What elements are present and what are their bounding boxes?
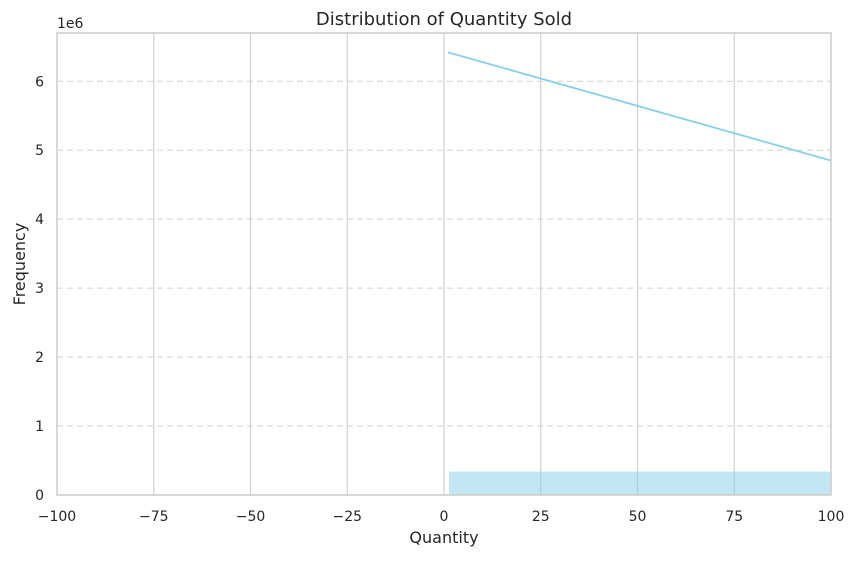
x-tick-label: 100 [818, 509, 845, 525]
chart-title: Distribution of Quantity Sold [316, 9, 572, 30]
histogram-bar [449, 471, 831, 495]
y-tick-label: 4 [35, 212, 44, 228]
y-tick-label: 3 [35, 281, 44, 297]
x-tick-label: −50 [236, 509, 266, 525]
x-tick-label: −75 [139, 509, 169, 525]
x-tick-label: 25 [532, 509, 550, 525]
y-tick-label: 5 [35, 143, 44, 159]
y-tick-label: 1 [35, 419, 44, 435]
kde-line-layer [447, 51, 832, 162]
x-tick-label: 50 [629, 509, 647, 525]
y-axis-label: Frequency [10, 223, 29, 306]
x-axis-label: Quantity [409, 528, 478, 547]
bar-layer [449, 471, 831, 495]
y-tick-label: 0 [35, 488, 44, 504]
x-tick-label: 0 [440, 509, 449, 525]
grid-layer [57, 33, 831, 495]
kde-line [447, 51, 832, 162]
x-tick-labels: −100 −75 −50 −25 0 25 50 75 100 [38, 509, 845, 525]
y-tick-label: 6 [35, 74, 44, 90]
y-tick-labels: 0 1 2 3 4 5 6 [35, 74, 44, 504]
x-tick-label: −25 [332, 509, 362, 525]
x-tick-label: 75 [725, 509, 743, 525]
y-tick-label: 2 [35, 350, 44, 366]
x-tick-label: −100 [38, 509, 76, 525]
plot-frame [56, 32, 832, 496]
y-offset-label: 1e6 [57, 16, 84, 32]
